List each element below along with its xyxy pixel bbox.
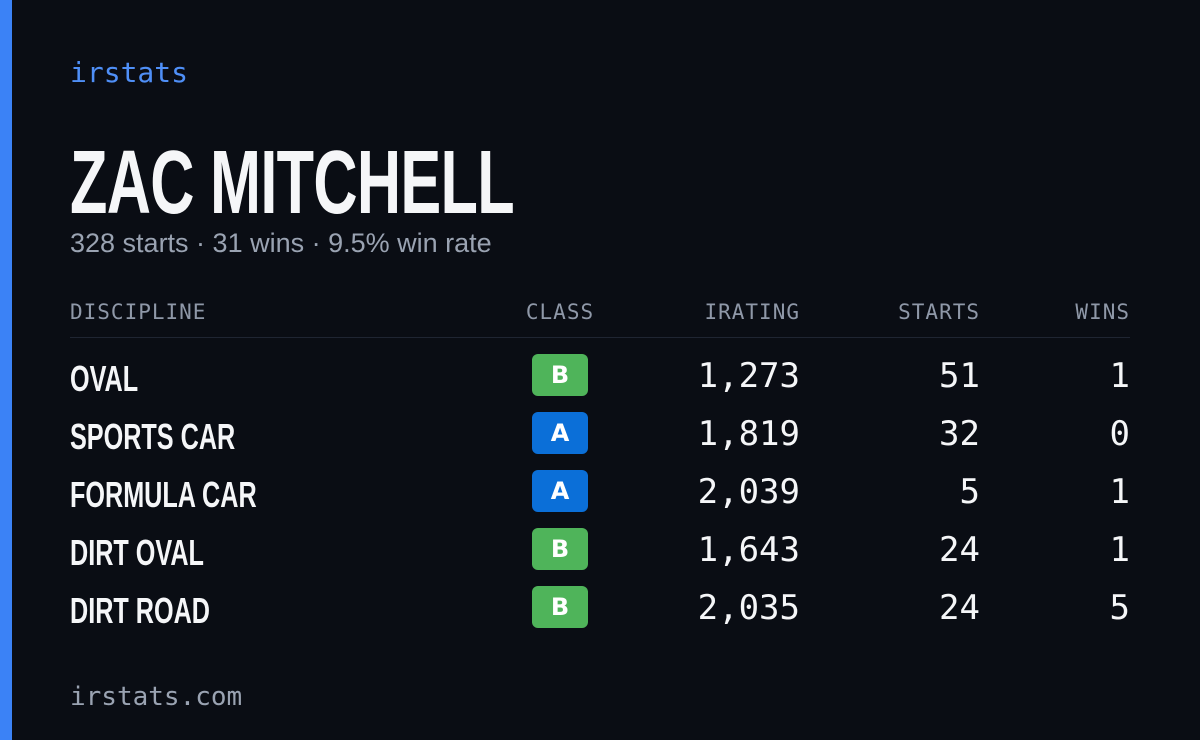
- accent-bar: [0, 0, 12, 740]
- irating: 2,039: [697, 472, 800, 512]
- brand: irstats: [70, 56, 189, 89]
- column-header: CLASS: [525, 300, 595, 324]
- irating: 1,273: [697, 356, 800, 396]
- wins: 1: [1109, 472, 1130, 512]
- starts: 5: [959, 472, 980, 512]
- class-badge: B: [532, 586, 588, 628]
- wins: 5: [1109, 588, 1130, 628]
- discipline: OVAL: [70, 358, 139, 399]
- wins: 0: [1109, 414, 1130, 454]
- column-header: IRATING: [704, 300, 800, 324]
- class-badge: B: [532, 528, 588, 570]
- discipline: FORMULA CAR: [70, 474, 257, 515]
- column-header: STARTS: [898, 300, 980, 324]
- class-badge: A: [532, 412, 588, 454]
- starts: 24: [939, 588, 980, 628]
- discipline: DIRT ROAD: [70, 590, 210, 631]
- column-header: DISCIPLINE: [70, 300, 207, 324]
- header-rule: [70, 337, 1130, 338]
- footer: irstats.com: [70, 682, 243, 712]
- wins: 1: [1109, 356, 1130, 396]
- wins: 1: [1109, 530, 1130, 570]
- irating: 2,035: [697, 588, 800, 628]
- driver-name: ZAC MITCHELL: [70, 133, 515, 233]
- starts: 32: [939, 414, 980, 454]
- starts: 51: [939, 356, 980, 396]
- class-badge: B: [532, 354, 588, 396]
- starts: 24: [939, 530, 980, 570]
- class-badge: A: [532, 470, 588, 512]
- discipline: DIRT OVAL: [70, 532, 204, 573]
- irating: 1,643: [697, 530, 800, 570]
- irating: 1,819: [697, 414, 800, 454]
- driver-summary: 328 starts · 31 wins · 9.5% win rate: [70, 228, 492, 258]
- column-header: WINS: [1075, 300, 1130, 324]
- discipline: SPORTS CAR: [70, 416, 236, 457]
